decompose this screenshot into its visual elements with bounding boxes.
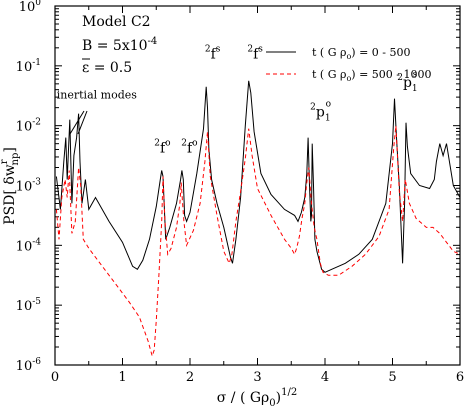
legend-label-500-1000-prefix: t ( G ρ xyxy=(312,68,346,81)
y-axis-label-tail: ] xyxy=(2,147,18,152)
annotation-inertial: inertial modes xyxy=(57,89,137,102)
y-tick-label: 10-6 xyxy=(16,357,42,374)
model-b-exponent: -4 xyxy=(148,36,158,47)
legend: t ( G ρo) = 0 - 500 t ( G ρo) = 500 - 10… xyxy=(266,46,432,83)
tick-layer xyxy=(54,5,461,366)
series-layer xyxy=(55,80,460,358)
inertial-pointer-2 xyxy=(77,110,88,135)
x-tick-label: 6 xyxy=(456,370,464,385)
y-tick-label: 10-2 xyxy=(16,118,41,135)
annotation-layer: inertial modes 2fo 2fo 2fs 2fs 2p1o 2p1s xyxy=(57,45,418,157)
annotation-p2: 2p1s xyxy=(397,70,417,94)
model-epsilon-symbol: ε xyxy=(82,60,89,76)
y-axis-label-main: PSD[ δw xyxy=(2,164,18,225)
model-b-value: B = 5x10-4 xyxy=(82,36,157,54)
inertial-pointer-1 xyxy=(69,110,85,135)
model-info-box: Model C2 B = 5x10-4 ε = 0.5 xyxy=(82,14,157,76)
x-axis-label: σ / ( Gρ0)1/2 xyxy=(217,387,297,409)
annotation-p1: 2p1o xyxy=(310,100,331,124)
annotation-f4: 2fs xyxy=(247,45,263,63)
series-line-500-1000 xyxy=(55,125,460,358)
y-tick-label: 10-4 xyxy=(16,237,42,254)
y-tick-label: 100 xyxy=(19,0,42,15)
legend-label-500-1000: t ( G ρo) = 500 - 1000 xyxy=(312,68,432,83)
y-tick-label: 10-3 xyxy=(16,178,42,195)
y-axis-label: PSD[ δwrnp] xyxy=(0,147,21,225)
x-tick-label: 0 xyxy=(51,370,59,385)
legend-label-0-500-prefix: t ( G ρ xyxy=(312,46,346,59)
y-axis-label-sup: r xyxy=(0,159,10,164)
y-tick-label: 10-1 xyxy=(16,58,41,75)
x-tick-label: 2 xyxy=(186,370,194,385)
series-line-0-500 xyxy=(55,80,460,273)
model-epsilon-rest: = 0.5 xyxy=(89,60,132,76)
x-axis-label-sub: 0 xyxy=(269,398,275,409)
annotation-f1: 2fo xyxy=(154,139,170,157)
legend-label-500-1000-sub: o xyxy=(346,74,351,83)
x-axis-label-main: σ / ( Gρ xyxy=(217,390,270,406)
legend-label-0-500-suffix: ) = 0 - 500 xyxy=(351,46,410,59)
model-b-prefix: B = 5x10 xyxy=(82,38,148,54)
x-axis-label-tail: ) xyxy=(276,390,281,406)
x-tick-labels: 0 1 2 3 4 5 6 xyxy=(51,370,464,385)
annotation-f3: 2fs xyxy=(205,45,221,63)
x-tick-label: 3 xyxy=(253,370,261,385)
y-axis-label-sub: np xyxy=(10,153,21,166)
x-axis-label-sup: 1/2 xyxy=(281,387,297,398)
plot-frame xyxy=(54,5,461,366)
model-epsilon-value: ε = 0.5 xyxy=(82,60,132,76)
x-tick-label: 5 xyxy=(388,370,396,385)
legend-label-0-500-sub: o xyxy=(346,52,351,61)
annotation-f2: 2fo xyxy=(181,139,197,157)
x-tick-label: 1 xyxy=(118,370,126,385)
model-name: Model C2 xyxy=(82,14,151,30)
legend-label-500-1000-suffix: ) = 500 - 1000 xyxy=(351,68,431,81)
legend-label-0-500: t ( G ρo) = 0 - 500 xyxy=(312,46,411,61)
y-tick-label: 10-5 xyxy=(16,297,42,314)
y-tick-labels: 10-6 10-5 10-4 10-3 10-2 10-1 100 xyxy=(16,0,42,374)
x-tick-label: 4 xyxy=(321,370,329,385)
